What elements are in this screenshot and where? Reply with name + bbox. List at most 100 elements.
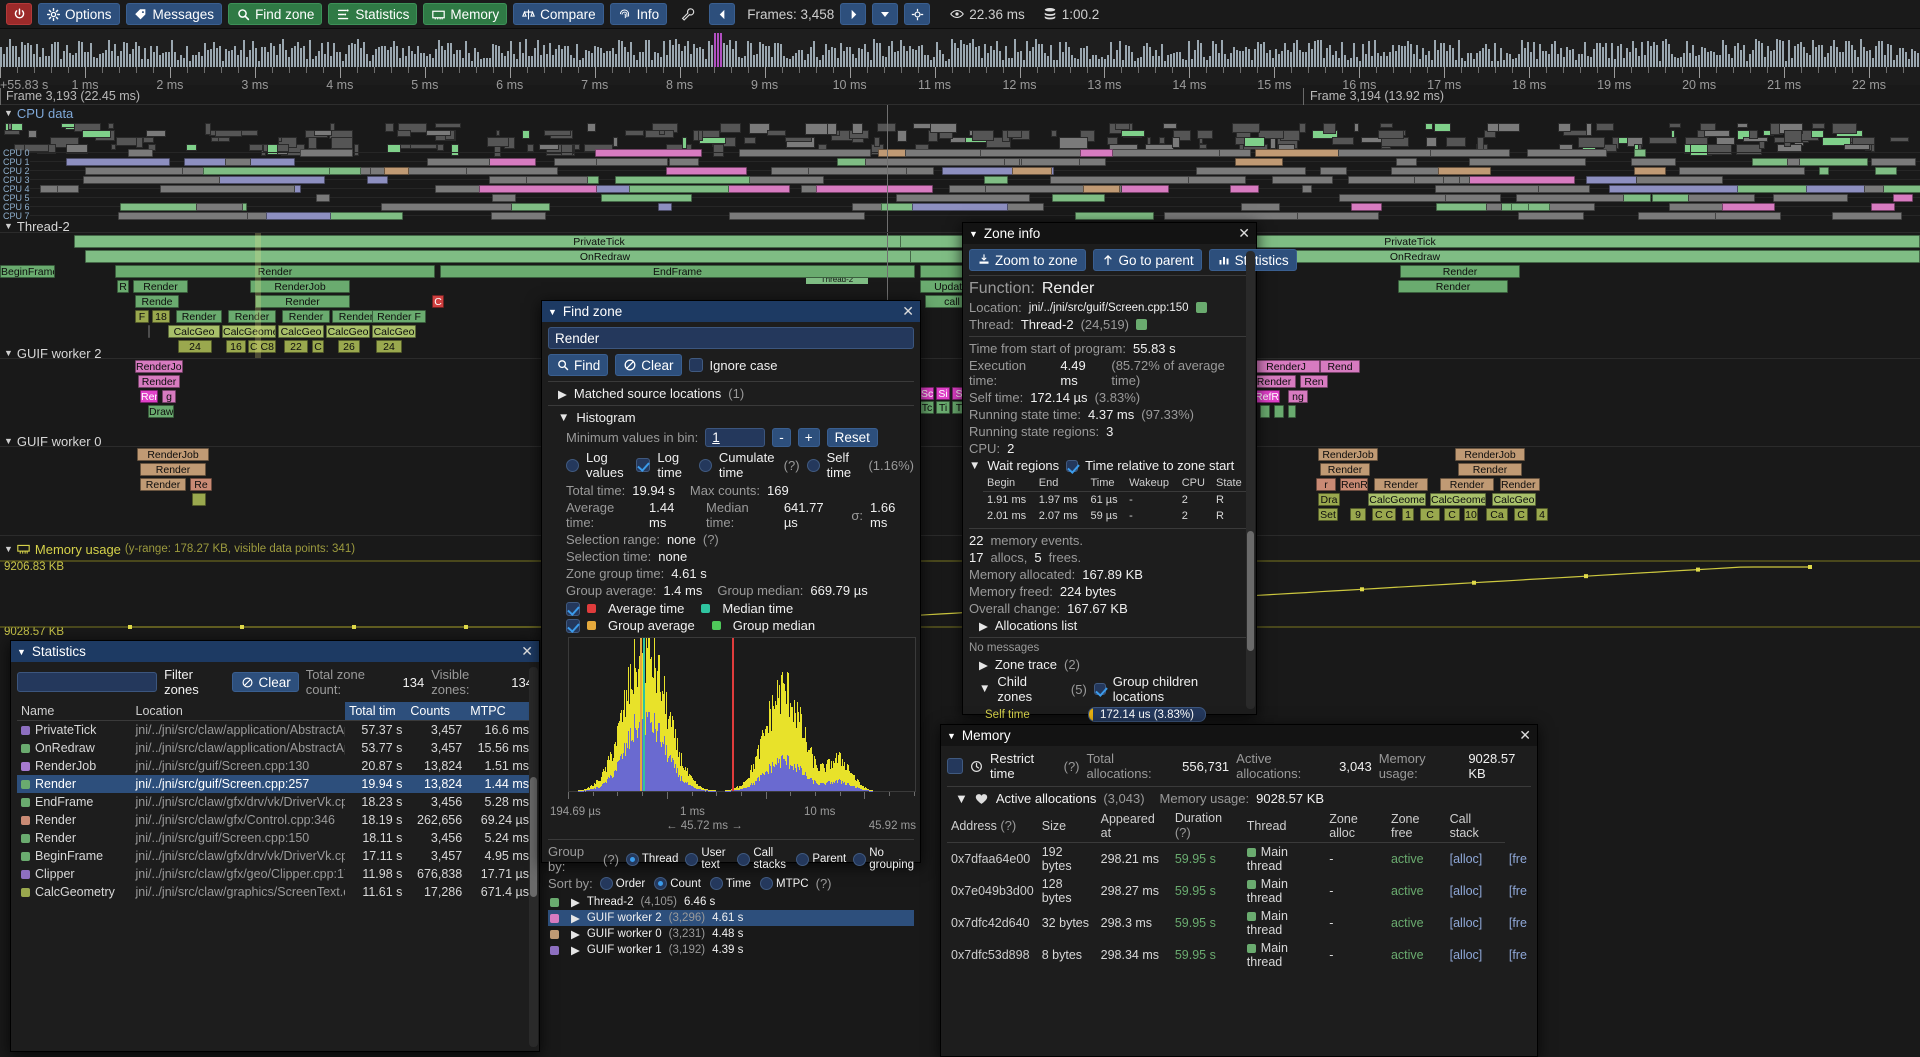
child-zones-label[interactable]: Child zones bbox=[997, 674, 1033, 704]
frame-bar[interactable] bbox=[1878, 41, 1880, 67]
frame-bar[interactable] bbox=[1527, 42, 1529, 67]
frame-bar[interactable] bbox=[627, 52, 629, 67]
frame-bar[interactable] bbox=[780, 44, 782, 67]
find-zone-group-row[interactable]: ▶ GUIF worker 0 (3,231) 4.48 s bbox=[548, 926, 914, 942]
timeline-zone[interactable]: Sc bbox=[920, 387, 934, 400]
tools-button[interactable] bbox=[673, 3, 703, 25]
clear-filter-button[interactable]: Clear bbox=[232, 672, 299, 692]
cpu-zone[interactable] bbox=[1080, 149, 1113, 157]
frame-bar[interactable] bbox=[1152, 56, 1154, 67]
frame-bar[interactable] bbox=[273, 46, 275, 67]
cpu-zone[interactable] bbox=[1819, 167, 1829, 175]
frame-bar[interactable] bbox=[597, 47, 599, 67]
zone-info-scrollbar[interactable] bbox=[1246, 251, 1255, 709]
frame-bar[interactable] bbox=[21, 42, 23, 67]
cpu-zone[interactable] bbox=[1893, 194, 1913, 202]
mem-call-stack[interactable]: [alloc] bbox=[1449, 948, 1483, 962]
table-row[interactable]: 0x7e049b3d00 128 bytes 298.27 ms 59.95 s Mai… bbox=[947, 875, 1531, 907]
frame-bar[interactable] bbox=[45, 56, 47, 67]
clear-button[interactable]: Clear bbox=[615, 354, 682, 376]
find-zone-group-row[interactable]: ▶ Thread-2 (4,105) 6.46 s bbox=[548, 894, 914, 910]
frame-bar[interactable] bbox=[1041, 44, 1043, 67]
frame-bar[interactable] bbox=[1563, 57, 1565, 67]
frame-bar[interactable] bbox=[1389, 52, 1391, 67]
group-header-guif-worker-0[interactable]: ▼ GUIF worker 0 bbox=[0, 433, 1920, 449]
mem-address[interactable]: 0x7dfc42d640 bbox=[951, 916, 1030, 930]
stat-location[interactable]: jni/../jni/src/claw/application/Abstract… bbox=[135, 741, 346, 755]
frame-bar[interactable] bbox=[657, 53, 659, 67]
cpu-zone[interactable] bbox=[300, 149, 353, 157]
frame-bar[interactable] bbox=[435, 49, 437, 67]
frame-bar[interactable] bbox=[69, 53, 71, 67]
frame-bar[interactable] bbox=[126, 43, 128, 67]
frame-bar[interactable] bbox=[1212, 41, 1214, 67]
frame-bar[interactable] bbox=[1425, 55, 1427, 67]
memory-title-bar[interactable]: ▼ Memory ✕ bbox=[941, 725, 1537, 746]
frame-bar[interactable] bbox=[1293, 43, 1295, 67]
frame-bar[interactable] bbox=[330, 56, 332, 67]
frame-bar[interactable] bbox=[852, 54, 854, 67]
group-by-hint[interactable]: (?) bbox=[603, 851, 619, 867]
cpu-zone[interactable] bbox=[1864, 185, 1884, 193]
frame-bar[interactable] bbox=[123, 42, 125, 67]
frame-bar[interactable] bbox=[201, 56, 203, 67]
cpu-zone[interactable] bbox=[316, 194, 330, 202]
frame-bar[interactable] bbox=[1140, 57, 1142, 67]
wait-regions-label[interactable]: Wait regions bbox=[987, 458, 1060, 473]
frame-bar[interactable] bbox=[336, 52, 338, 67]
frame-bar[interactable] bbox=[1845, 41, 1847, 67]
stat-location[interactable]: jni/../jni/src/claw/gfx/drv/vk/DriverVk.… bbox=[135, 849, 346, 863]
stat-location[interactable]: jni/../jni/src/claw/gfx/geo/Clipper.cpp:… bbox=[135, 867, 346, 881]
frame-bar[interactable] bbox=[840, 43, 842, 67]
frame-bar[interactable] bbox=[813, 41, 815, 67]
frame-bar[interactable] bbox=[1671, 54, 1673, 67]
frame-bar[interactable] bbox=[1290, 52, 1292, 67]
frame-bar[interactable] bbox=[1605, 43, 1607, 67]
frame-bar[interactable] bbox=[1608, 58, 1610, 67]
frame-bar[interactable] bbox=[1113, 59, 1115, 67]
frame-bar[interactable] bbox=[291, 48, 293, 67]
frame-bar[interactable] bbox=[549, 43, 551, 67]
frame-bar[interactable] bbox=[1872, 58, 1874, 67]
mem-call-stack[interactable]: [alloc] bbox=[1449, 916, 1483, 930]
frame-bar[interactable] bbox=[1842, 52, 1844, 67]
timeline-zone[interactable]: Render bbox=[1320, 463, 1370, 476]
frame-bar[interactable] bbox=[798, 50, 800, 67]
frame-bar[interactable] bbox=[1221, 40, 1223, 67]
frame-bar[interactable] bbox=[300, 48, 302, 67]
frame-bar[interactable] bbox=[345, 54, 347, 67]
group-children-checkbox[interactable] bbox=[1093, 683, 1106, 695]
timeline-zone[interactable]: Draw bbox=[148, 405, 174, 418]
frame-bar[interactable] bbox=[216, 48, 218, 67]
sort-by-radio-time[interactable] bbox=[709, 877, 723, 890]
frame-bar[interactable] bbox=[39, 57, 41, 67]
cpu-zone[interactable] bbox=[1012, 167, 1052, 175]
frame-bar[interactable] bbox=[36, 44, 38, 67]
cpu-zone[interactable] bbox=[66, 158, 170, 166]
sort-by-radio-count[interactable] bbox=[654, 877, 668, 890]
timeline-zone[interactable]: 24 bbox=[178, 340, 212, 353]
frame-bar[interactable] bbox=[1857, 57, 1859, 67]
frame-bar[interactable] bbox=[1062, 52, 1064, 67]
cpu-zone[interactable] bbox=[427, 158, 490, 166]
frame-bar[interactable] bbox=[1467, 53, 1469, 67]
frame-bar[interactable] bbox=[645, 40, 647, 67]
frame-bar[interactable] bbox=[999, 51, 1001, 67]
frame-bar[interactable] bbox=[1911, 49, 1913, 67]
frame-bar[interactable] bbox=[1491, 61, 1493, 67]
frame-bar[interactable] bbox=[162, 53, 164, 67]
frame-bar[interactable] bbox=[459, 50, 461, 67]
frame-bar[interactable] bbox=[1851, 45, 1853, 67]
frame-bar[interactable] bbox=[873, 39, 875, 67]
frame-bar[interactable] bbox=[486, 58, 488, 67]
zone-info-title-bar[interactable]: ▼ Zone info ✕ bbox=[963, 223, 1256, 244]
frame-bar[interactable] bbox=[198, 52, 200, 67]
timeline-zone[interactable]: C bbox=[432, 295, 444, 308]
timeline-zone[interactable]: CalcGeo bbox=[1492, 493, 1536, 506]
frame-bar[interactable] bbox=[1899, 48, 1901, 67]
stat-location[interactable]: jni/../jni/src/guif/Screen.cpp:130 bbox=[135, 759, 310, 773]
cpu-zone[interactable] bbox=[1773, 194, 1848, 202]
frame-bar[interactable] bbox=[651, 60, 653, 67]
timeline-zone[interactable]: RefR bbox=[1254, 390, 1280, 403]
frame-bar[interactable] bbox=[969, 43, 971, 67]
